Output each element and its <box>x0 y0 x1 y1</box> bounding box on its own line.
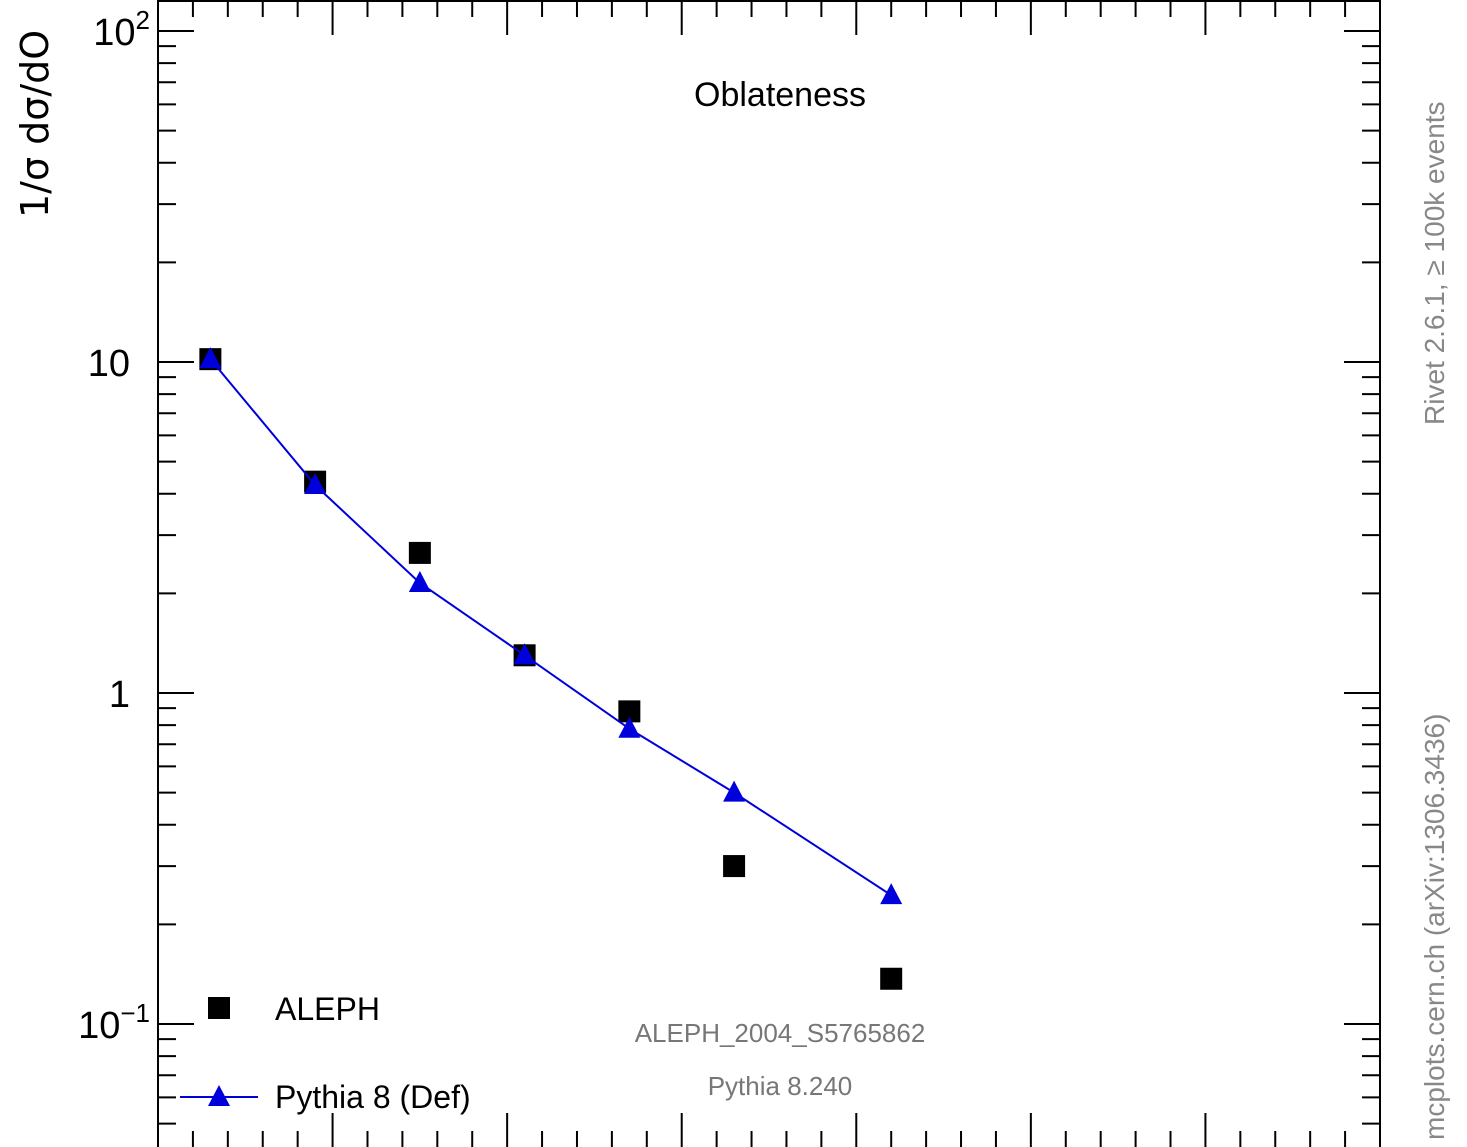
legend-marker-aleph <box>208 997 230 1019</box>
y-tick-label: 1 <box>109 674 130 716</box>
series-line-pythia <box>209 358 892 897</box>
data-point-pythia <box>618 716 641 738</box>
data-point-pythia <box>304 473 327 495</box>
data-point-aleph <box>618 700 641 723</box>
mcplots-info: mcplots.cern.ch (arXiv:1306.3436) <box>1419 714 1450 1140</box>
data-point-pythia <box>408 570 431 592</box>
rivet-info: Rivet 2.6.1, ≥ 100k events <box>1419 101 1450 425</box>
y-tick-label: 10−1 <box>78 998 150 1047</box>
y-tick-label: 10 <box>88 343 130 385</box>
data-point-aleph <box>723 855 746 878</box>
data-point-pythia <box>199 347 222 369</box>
data-point-aleph <box>880 967 903 990</box>
legend-label-aleph: ALEPH <box>275 991 380 1027</box>
analysis-id: ALEPH_2004_S5765862 <box>635 1018 926 1048</box>
legend-marker-pythia <box>208 1085 230 1106</box>
data-point-pythia <box>723 780 746 802</box>
chart-title: Oblateness <box>694 76 866 114</box>
data-point-pythia <box>513 643 536 665</box>
data-point-pythia <box>880 883 903 905</box>
data-point-aleph <box>408 541 431 564</box>
y-axis-label: 1/σ dσ/dO <box>13 30 57 218</box>
y-tick-label: 102 <box>93 5 150 54</box>
legend-label-pythia: Pythia 8 (Def) <box>275 1079 471 1115</box>
legend: ALEPH Pythia 8 (Def) <box>180 991 471 1115</box>
generator-label: Pythia 8.240 <box>708 1071 853 1101</box>
